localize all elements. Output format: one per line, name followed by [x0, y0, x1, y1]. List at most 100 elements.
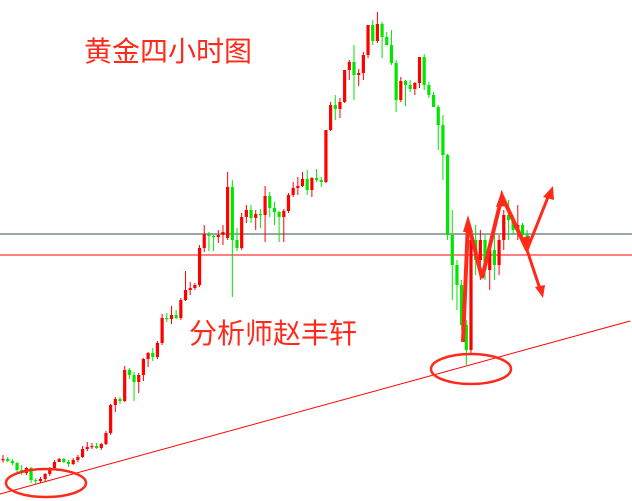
candle-body	[109, 405, 113, 433]
candle	[324, 130, 328, 183]
candle-body	[375, 24, 379, 41]
candle-body	[57, 459, 61, 462]
candle	[319, 177, 323, 187]
candle-body	[291, 188, 295, 195]
candle-body	[263, 196, 267, 215]
candle	[169, 306, 174, 324]
candle-body	[244, 210, 248, 217]
candle-body	[99, 444, 103, 448]
candle	[296, 177, 300, 195]
candle-body	[76, 457, 80, 460]
candle	[366, 25, 370, 58]
candle	[240, 213, 244, 250]
candle-body	[305, 179, 309, 190]
candle	[179, 298, 183, 320]
candle-body	[151, 353, 155, 357]
candle	[174, 310, 178, 319]
candle	[375, 12, 379, 43]
candle	[104, 431, 108, 445]
candle	[254, 210, 258, 230]
candle	[436, 105, 440, 150]
candle	[460, 280, 464, 330]
candle	[431, 92, 436, 107]
candle-body	[235, 240, 239, 248]
trendline	[0, 320, 631, 495]
candle-body	[413, 83, 417, 89]
candle	[6, 457, 10, 462]
candle-body	[85, 447, 89, 449]
candle	[230, 180, 234, 297]
candle-body	[366, 25, 370, 55]
candle-body	[464, 325, 468, 350]
candle-body	[104, 433, 108, 444]
candle	[137, 373, 141, 393]
candle	[263, 186, 267, 242]
candle-body	[127, 370, 131, 375]
candle	[497, 235, 501, 275]
candle	[183, 271, 188, 301]
candle-body	[380, 24, 384, 37]
candle	[329, 102, 333, 131]
candle	[151, 348, 155, 361]
candle-body	[43, 474, 47, 479]
candle	[132, 372, 136, 401]
candle	[417, 57, 422, 88]
candle	[469, 235, 473, 355]
candle	[371, 20, 375, 45]
candle-body	[511, 220, 515, 230]
candle	[90, 443, 94, 449]
candle-body	[357, 73, 361, 75]
candle-body	[174, 315, 178, 318]
analyst-label: 分析师赵丰轩	[189, 317, 358, 350]
candle-body	[52, 462, 57, 468]
chart-title: 黄金四小时图	[84, 35, 253, 68]
candle-body	[371, 25, 375, 41]
candle-body	[338, 102, 342, 109]
candle-body	[343, 70, 347, 102]
support-circle-right	[429, 352, 513, 386]
candle	[155, 341, 160, 359]
candle-body	[478, 240, 482, 260]
candle-body	[249, 210, 253, 218]
candle	[113, 397, 117, 412]
arrowhead-up-1	[463, 215, 473, 232]
candle	[446, 154, 450, 240]
candle-body	[403, 81, 408, 85]
candle	[389, 30, 394, 65]
candle-body	[506, 215, 511, 220]
candle-body	[146, 353, 150, 359]
candle	[15, 462, 19, 472]
candle-body	[502, 215, 506, 240]
candle	[385, 32, 389, 45]
candle	[188, 282, 192, 295]
candle-body	[483, 240, 487, 270]
candle-body	[207, 234, 211, 236]
candle	[277, 211, 281, 242]
candle	[380, 22, 384, 58]
candle-body	[188, 288, 192, 290]
candle-body	[38, 479, 43, 481]
candle	[62, 458, 66, 463]
candle-body	[352, 62, 356, 75]
candle	[76, 455, 80, 462]
candle	[310, 177, 314, 197]
candle-body	[399, 81, 403, 100]
candle	[403, 80, 408, 106]
candle-body	[286, 195, 291, 211]
candle	[450, 210, 454, 300]
candle-body	[10, 461, 14, 463]
candle-body	[389, 45, 394, 63]
candle-body	[258, 214, 262, 216]
candle-body	[95, 446, 99, 448]
candle	[399, 77, 403, 102]
candle-body	[422, 57, 426, 85]
candle	[109, 404, 113, 435]
candle-body	[254, 214, 258, 218]
candle	[160, 314, 164, 345]
candle-body	[324, 130, 328, 182]
candle-body	[525, 235, 529, 237]
candle-body	[347, 62, 351, 70]
candle-body	[179, 300, 183, 318]
candle	[314, 169, 319, 182]
